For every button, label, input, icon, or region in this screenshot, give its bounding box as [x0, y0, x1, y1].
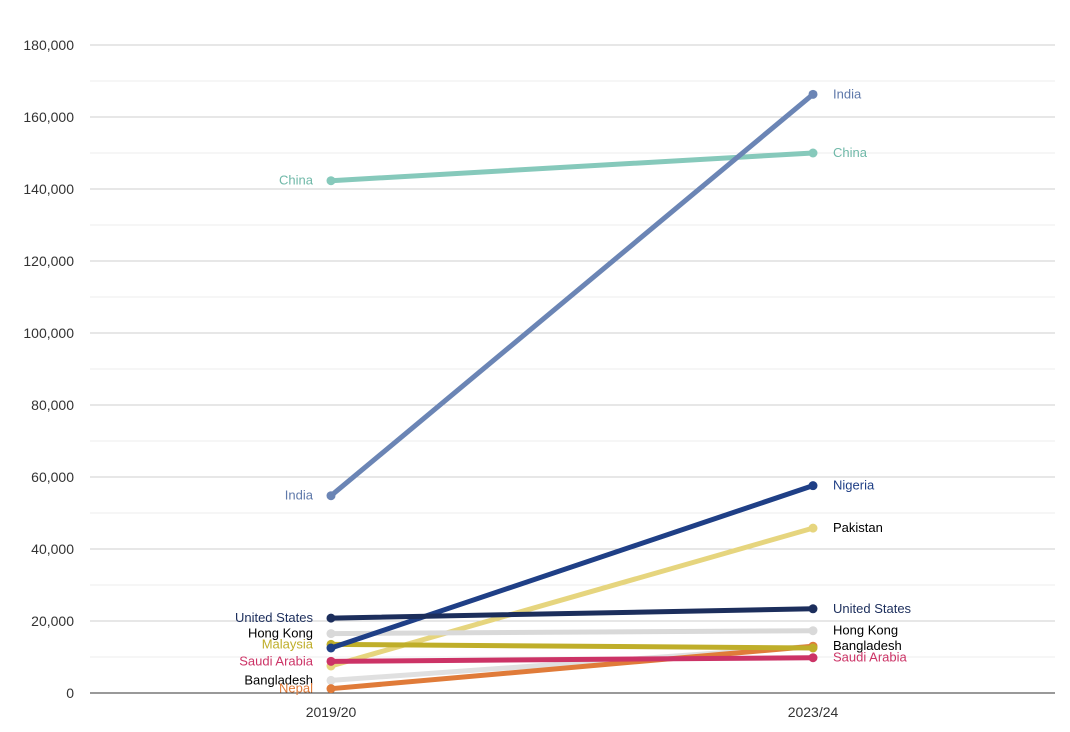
gridlines [90, 44, 1055, 658]
series-line-china [328, 150, 816, 184]
y-tick-label: 100,000 [23, 325, 74, 341]
data-point-united-states-start [326, 613, 336, 623]
series-india [326, 89, 818, 501]
data-point-nepal-start [326, 684, 336, 694]
data-point-china-end [808, 148, 818, 158]
y-tick-label: 60,000 [31, 469, 74, 485]
x-axis-tick-labels: 2019/20 2023/24 [306, 704, 839, 720]
data-point-saudi-arabia-start [326, 656, 336, 666]
series-line-saudi-arabia [328, 655, 816, 664]
series-label-start-nepal: Nepal [279, 681, 313, 696]
x-tick-label: 2019/20 [306, 704, 357, 720]
series-label-start-hong-kong: Hong Kong [248, 626, 313, 641]
y-tick-label: 80,000 [31, 397, 74, 413]
y-tick-label: 140,000 [23, 181, 74, 197]
data-point-malaysia-end [808, 643, 818, 653]
series-china [326, 148, 818, 186]
data-point-saudi-arabia-end [808, 653, 818, 663]
y-tick-label: 180,000 [23, 37, 74, 53]
y-tick-label: 0 [66, 685, 74, 701]
data-point-nigeria-end [808, 481, 818, 491]
series-label-end-india: India [833, 86, 862, 101]
series-saudi-arabia [326, 653, 818, 666]
y-tick-label: 120,000 [23, 253, 74, 269]
series-line-india [328, 91, 816, 499]
series-label-end-nigeria: Nigeria [833, 478, 875, 493]
y-tick-label: 40,000 [31, 541, 74, 557]
series-label-end-saudi-arabia: Saudi Arabia [833, 650, 907, 665]
series-label-start-saudi-arabia: Saudi Arabia [239, 653, 313, 668]
data-point-bangladesh-start [326, 675, 336, 685]
series-label-start-india: India [285, 488, 314, 503]
series-label-end-united-states: United States [833, 601, 912, 616]
data-point-pakistan-end [808, 523, 818, 533]
series-label-end-china: China [833, 145, 868, 160]
series-label-start-malaysia: Malaysia [262, 636, 314, 651]
series-line-united-states [328, 606, 816, 621]
series-line-hong-kong [328, 628, 816, 637]
data-point-nigeria-start [326, 643, 336, 653]
data-point-india-start [326, 491, 336, 501]
series-label-end-bangladesh: Bangladesh [833, 638, 902, 653]
series-hong-kong [326, 626, 818, 639]
series-lines [326, 89, 818, 694]
series-label-end-hong-kong: Hong Kong [833, 623, 898, 638]
data-point-china-start [326, 176, 336, 186]
series-nigeria [326, 481, 818, 653]
y-tick-label: 20,000 [31, 613, 74, 629]
series-label-end-pakistan: Pakistan [833, 520, 883, 535]
y-axis-tick-labels: 0 20,000 40,000 60,000 80,000 100,000 120,000 1… [23, 37, 74, 701]
data-point-hong-kong-start [326, 629, 336, 639]
data-point-hong-kong-end [808, 626, 818, 636]
series-line-nigeria [328, 483, 816, 651]
y-tick-label: 160,000 [23, 109, 74, 125]
data-point-united-states-end [808, 604, 818, 614]
series-label-start-bangladesh: Bangladesh [244, 672, 313, 687]
data-point-india-end [808, 89, 818, 99]
series-label-start-china: China [279, 173, 314, 188]
x-tick-label: 2023/24 [788, 704, 839, 720]
series-label-start-united-states: United States [235, 610, 314, 625]
series-line-nepal [328, 643, 816, 692]
series-united-states [326, 604, 818, 623]
series-line-malaysia [328, 641, 816, 651]
